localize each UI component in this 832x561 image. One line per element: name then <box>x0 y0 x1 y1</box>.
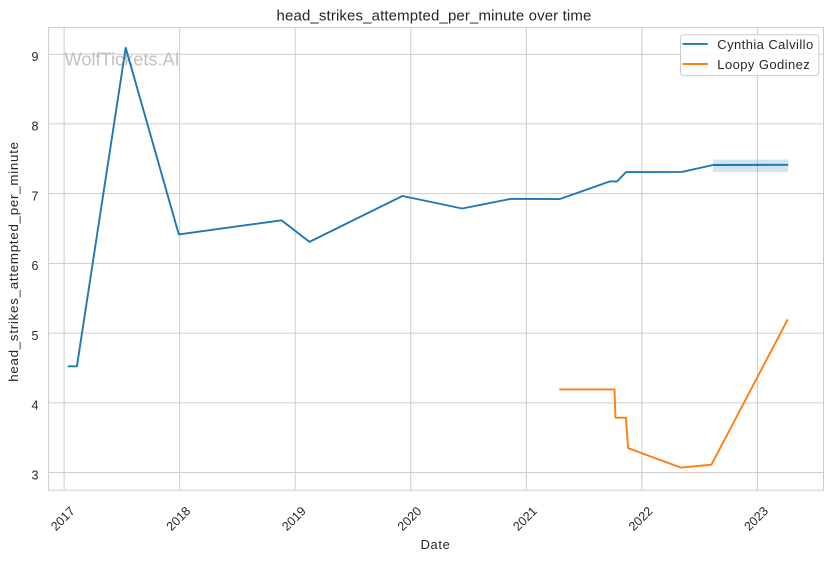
svg-text:2019: 2019 <box>279 504 309 534</box>
svg-text:2022: 2022 <box>626 504 656 534</box>
svg-text:2017: 2017 <box>48 504 78 534</box>
svg-text:6: 6 <box>32 259 39 273</box>
svg-text:4: 4 <box>32 399 39 413</box>
svg-text:5: 5 <box>32 329 39 343</box>
svg-text:Loopy Godinez: Loopy Godinez <box>717 57 810 72</box>
svg-text:head_strikes_attempted_per_min: head_strikes_attempted_per_minute <box>6 141 21 382</box>
svg-text:3: 3 <box>32 468 39 482</box>
svg-text:9: 9 <box>32 50 39 64</box>
svg-text:head_strikes_attempted_per_min: head_strikes_attempted_per_minute over t… <box>277 7 592 24</box>
svg-text:2021: 2021 <box>510 504 540 534</box>
svg-text:WolfTickets.AI: WolfTickets.AI <box>65 49 180 69</box>
svg-text:7: 7 <box>32 189 39 203</box>
svg-text:2023: 2023 <box>741 504 771 534</box>
svg-text:2018: 2018 <box>164 504 194 534</box>
svg-text:2020: 2020 <box>395 504 425 534</box>
svg-text:8: 8 <box>32 120 39 134</box>
svg-text:Cynthia Calvillo: Cynthia Calvillo <box>717 37 813 52</box>
svg-text:Date: Date <box>421 537 451 552</box>
